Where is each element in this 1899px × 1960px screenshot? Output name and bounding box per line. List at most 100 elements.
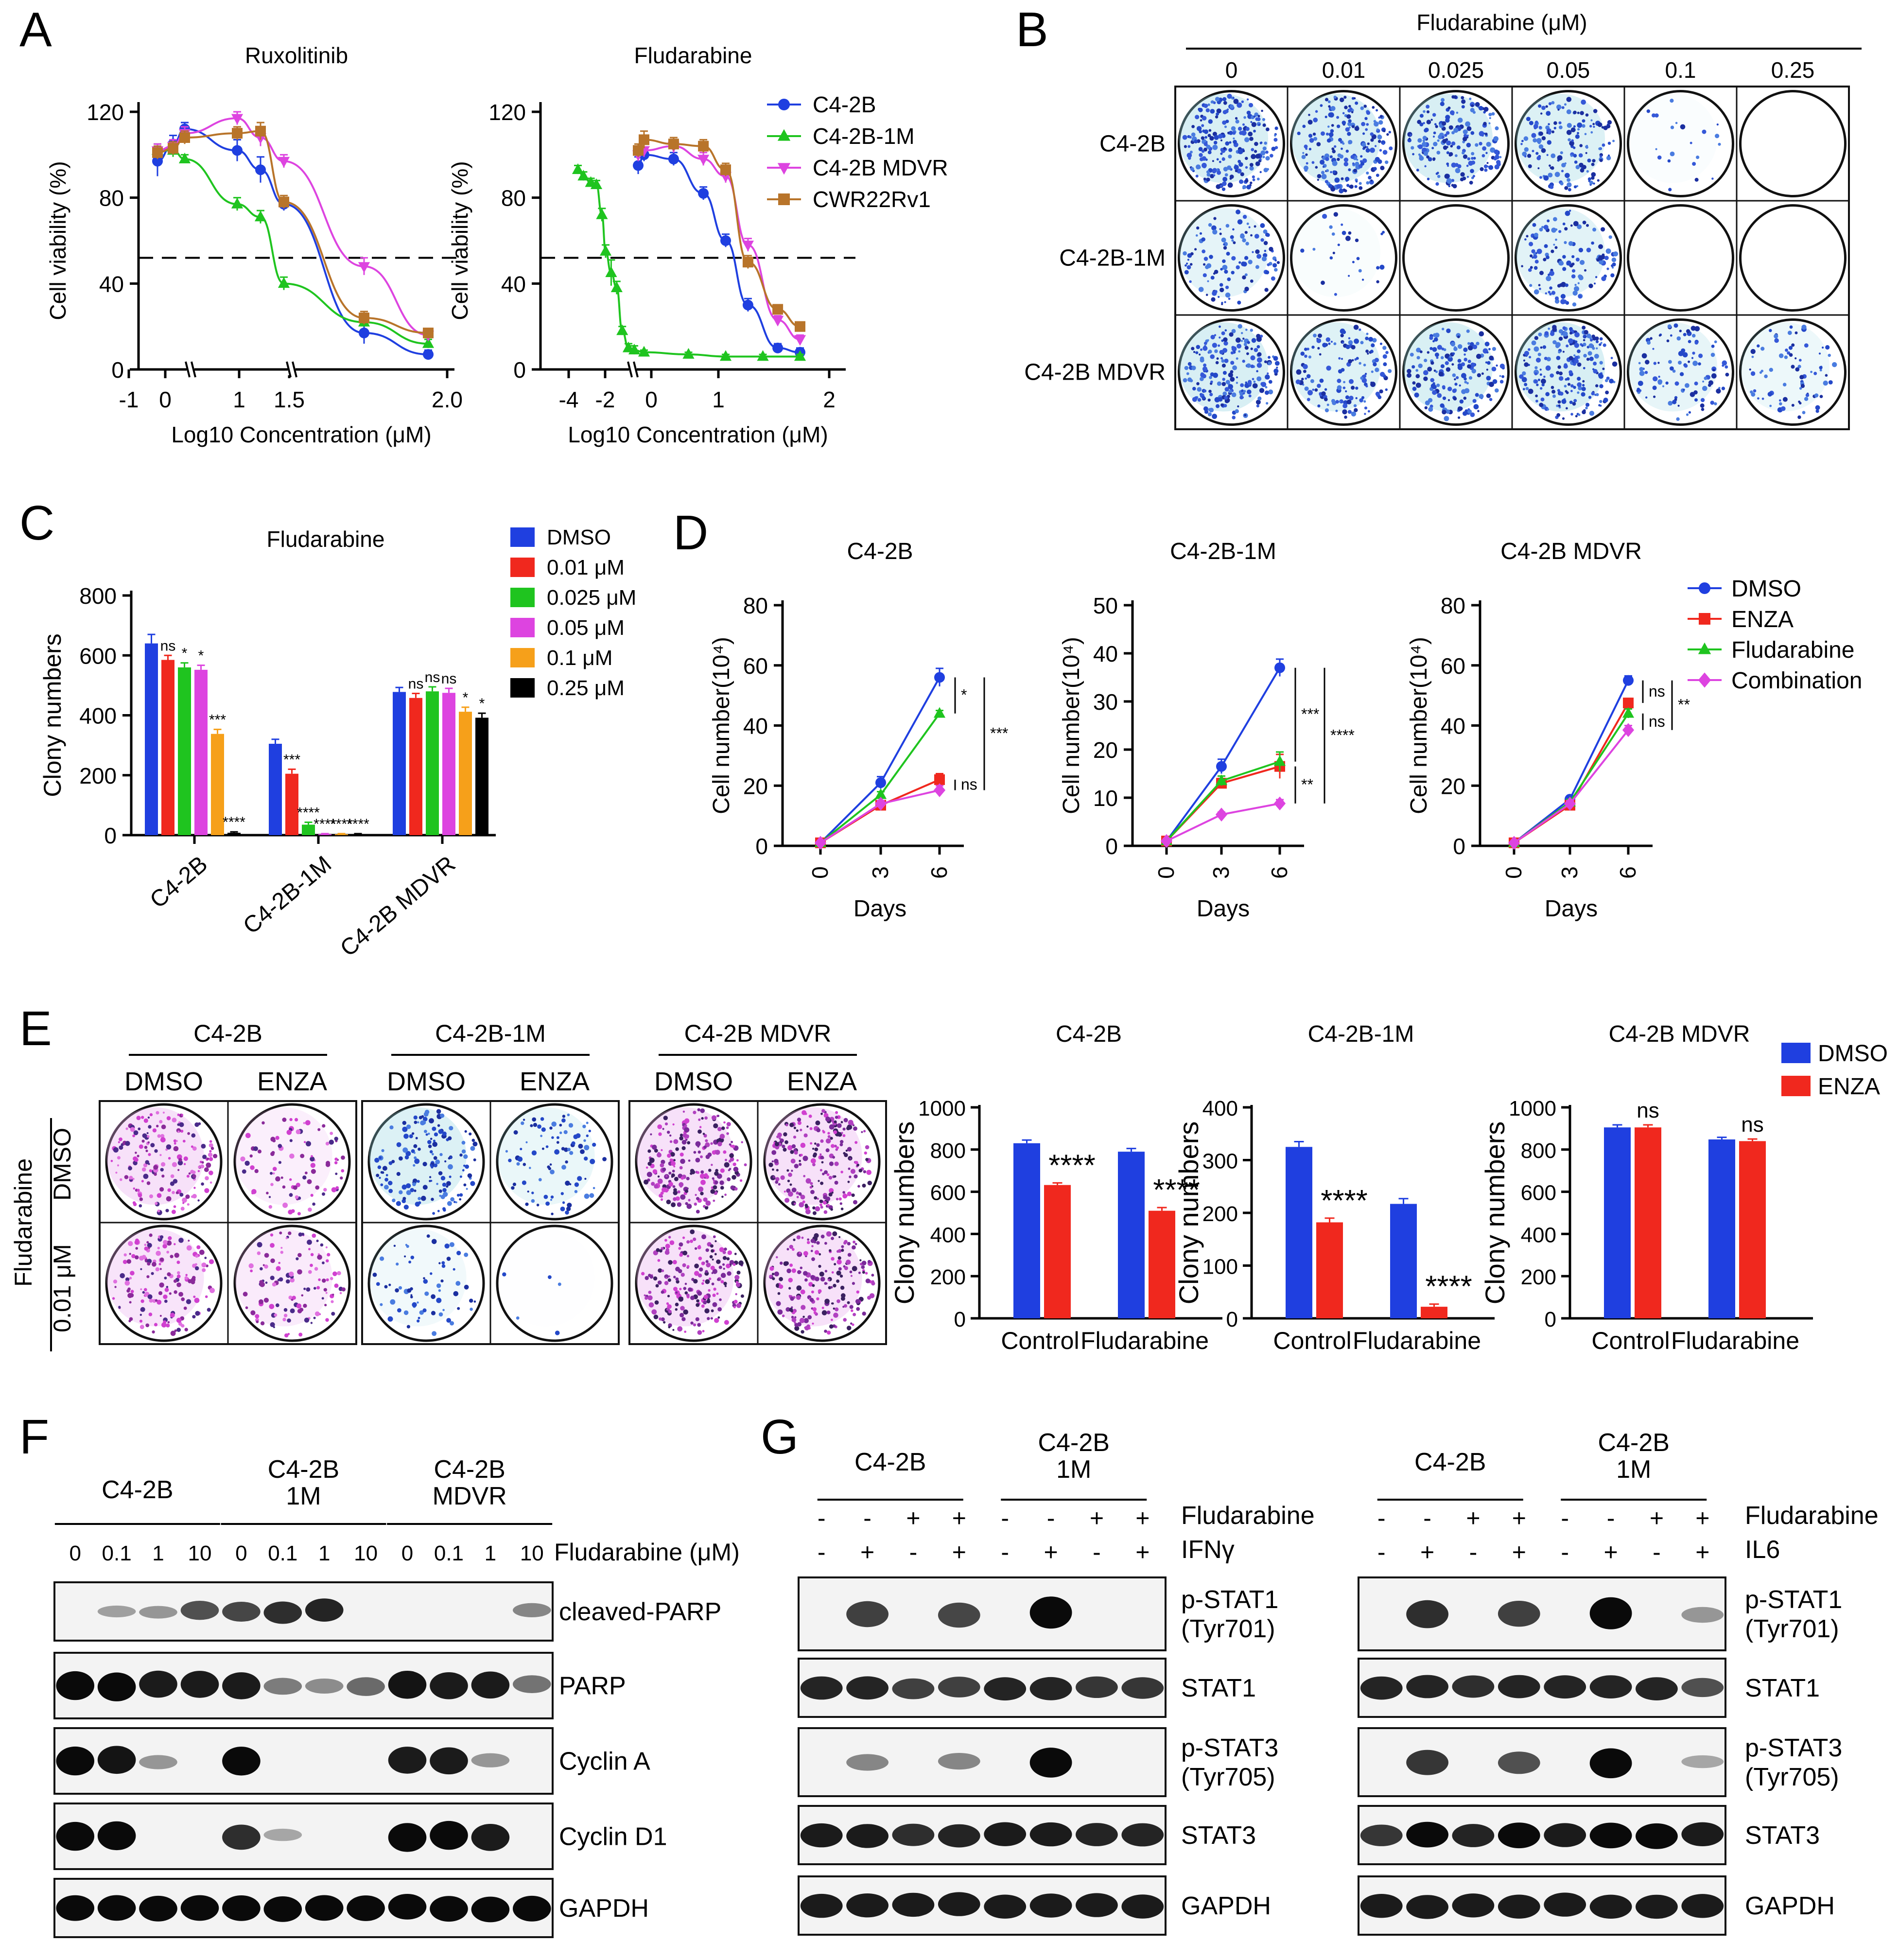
colony-dot [675, 1277, 679, 1281]
x-tick-label: 0 [807, 866, 833, 879]
treatment-sign: - [1561, 1539, 1569, 1566]
colony-dot [1473, 157, 1476, 160]
colony-dot [717, 1278, 720, 1281]
lane-label: 1 [318, 1541, 330, 1565]
colony-dot [251, 1191, 254, 1194]
colony-dot [1203, 257, 1208, 261]
x-tick-label: -1 [119, 387, 139, 412]
colony-dot [787, 1145, 793, 1151]
colony-dot [1359, 186, 1363, 190]
blot-band [1029, 1748, 1072, 1778]
colony-dot [1566, 377, 1570, 381]
colony-dot [845, 1149, 848, 1152]
colony-dot [1463, 134, 1467, 138]
colony-dot [1799, 402, 1802, 405]
colony-dot [1522, 371, 1526, 376]
colony-dot [1246, 352, 1249, 355]
colony-dot [1308, 355, 1311, 359]
colony-dot [1577, 382, 1582, 387]
y-tick-label: 400 [930, 1223, 966, 1247]
colony-dot [1203, 389, 1207, 393]
x-tick-label-c4-2b-mdvr: C4-2B MDVR [335, 851, 460, 962]
colony-dot [708, 1278, 712, 1280]
colony-dot [1653, 395, 1656, 398]
colony-dot [1472, 175, 1475, 177]
colony-dot [821, 1310, 827, 1315]
colony-dot [1245, 242, 1249, 246]
colony-dot [842, 1134, 846, 1138]
colony-dot [1583, 339, 1585, 342]
data-point-c4-2b [698, 188, 709, 199]
colony-dot [1447, 106, 1451, 110]
colony-dot [864, 1151, 868, 1155]
colony-dot [1260, 238, 1264, 242]
colony-dot [396, 1172, 401, 1176]
colony-dot [1710, 352, 1715, 357]
blot-band [388, 1747, 427, 1774]
colony-dot [1557, 400, 1561, 404]
colony-dot [727, 1177, 731, 1181]
colony-dot [146, 1132, 149, 1134]
colony-dot [853, 1241, 856, 1243]
treatment-sign: + [860, 1539, 874, 1566]
colony-dot [413, 1164, 416, 1167]
colony-dot [833, 1307, 836, 1310]
colony-dot [559, 1123, 562, 1127]
colony-dot [462, 1169, 465, 1172]
colony-dot [1434, 352, 1439, 357]
colony-dot [1764, 374, 1768, 378]
colony-dot [789, 1183, 792, 1186]
colony-dot [805, 1178, 811, 1184]
colony-dot [1479, 141, 1482, 146]
colony-dot [268, 1205, 272, 1209]
colony-dot [157, 1134, 161, 1138]
colony-dot [1571, 262, 1575, 266]
colony-dot [1212, 229, 1218, 235]
series-line-combination [1513, 729, 1629, 844]
colony-dot [1329, 225, 1333, 229]
colony-dot [814, 1147, 819, 1152]
colony-dot [1223, 246, 1227, 250]
colony-dot [1228, 384, 1233, 389]
colony-dot [279, 1277, 283, 1282]
colony-plate [1627, 90, 1734, 197]
colony-dot [1231, 239, 1234, 242]
colony-dot [1612, 140, 1615, 142]
colony-dot [812, 1163, 816, 1167]
colony-dot [1441, 347, 1445, 350]
colony-dot [833, 1130, 837, 1135]
colony-dot [308, 1248, 311, 1251]
legend-marker [778, 99, 790, 110]
colony-dot [678, 1296, 684, 1302]
data-point-c4-2b-1m [628, 344, 641, 355]
colony-dot [405, 1151, 411, 1156]
colony-dot [174, 1142, 176, 1145]
colony-dot [1363, 105, 1367, 108]
colony-dot [1373, 362, 1377, 367]
colony-dot [1572, 402, 1576, 406]
colony-dot [1339, 399, 1343, 403]
colony-dot [816, 1241, 820, 1245]
colony-dot [1336, 116, 1340, 119]
colony-dot [668, 1182, 673, 1187]
colony-dot [1254, 234, 1259, 239]
colony-dot [312, 1202, 315, 1206]
colony-dot [289, 1118, 293, 1121]
colony-dot [1215, 361, 1219, 365]
colony-dot [1818, 352, 1821, 355]
colony-dot [1714, 402, 1717, 405]
colony-dot [717, 1115, 720, 1118]
colony-dot [304, 1141, 306, 1143]
colony-dot [384, 1185, 389, 1190]
legend-label-c4-2b-1m: C4-2B-1M [813, 123, 915, 149]
colony-dot [812, 1284, 815, 1287]
y-tick-label: 0 [1453, 834, 1465, 859]
colony-dot [1203, 406, 1208, 411]
colony-dot [1200, 119, 1202, 122]
blot-frame [53, 1727, 554, 1795]
colony-dot [1407, 368, 1411, 374]
colony-dot [1244, 414, 1247, 417]
colony-dot [1485, 152, 1488, 154]
colony-dot [413, 1152, 416, 1154]
colony-dot [1568, 383, 1571, 386]
